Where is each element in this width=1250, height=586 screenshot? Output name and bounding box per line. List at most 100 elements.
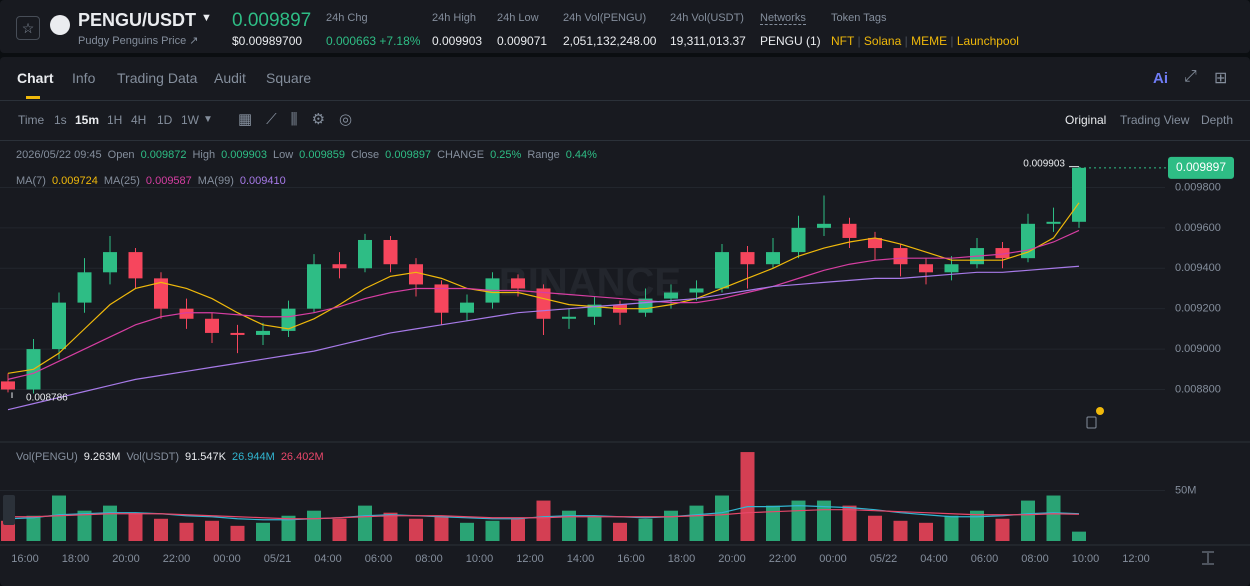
pair-dropdown[interactable]: ▼ [201, 12, 212, 24]
candle-body [893, 248, 908, 265]
token-link[interactable]: Pudgy Penguins Price ↗ [78, 35, 199, 47]
candle-body [1072, 167, 1086, 222]
volume-bar [1021, 500, 1035, 541]
networks-label[interactable]: Networks [760, 12, 806, 25]
legend-value: 0.25% [490, 149, 522, 161]
candle-body [817, 223, 831, 228]
candle-body [307, 264, 321, 309]
volume-bar [638, 518, 653, 541]
tab-underline [26, 96, 40, 99]
tab[interactable]: Square [266, 70, 312, 86]
candle-body [868, 237, 882, 249]
y-tick-label: 0.008800 [1175, 383, 1221, 395]
view-option[interactable]: Original [1065, 113, 1107, 127]
y-tick-label: 0.009400 [1175, 262, 1221, 274]
volume-bar [332, 518, 347, 541]
candle-body [689, 288, 704, 293]
legend-value: 0.009859 [299, 149, 346, 161]
candle-body [715, 252, 729, 289]
ma-label: MA(25) [103, 175, 140, 187]
candle-body [944, 264, 959, 273]
tool-icons[interactable]: ▦⟋⫼⚙◎ [238, 111, 367, 128]
legend-value: 0.009872 [140, 149, 187, 161]
collapse-handle [3, 495, 15, 525]
last-price: 0.009897 [232, 10, 312, 31]
candle-body [332, 264, 347, 269]
layout-icon[interactable]: ⊞ [1214, 70, 1228, 87]
candle-body [995, 248, 1010, 259]
token-logo [50, 15, 70, 35]
token-link-text[interactable]: Pudgy Penguins Price [78, 35, 187, 47]
interval[interactable]: 15m [75, 113, 100, 127]
volume-bar [817, 500, 831, 541]
legend-label: Low [272, 149, 294, 161]
reset-icon [1202, 551, 1214, 565]
tag-separator: | [854, 34, 864, 48]
volume-bar [358, 505, 372, 541]
interval[interactable]: 1s [54, 113, 67, 127]
candle-body [383, 239, 398, 265]
tab[interactable]: Trading Data [117, 70, 198, 86]
volume-bar [230, 525, 245, 541]
max-label: 0.009903 [1023, 158, 1065, 169]
x-tick-label: 16:00 [617, 553, 645, 565]
alert-dot [1096, 407, 1104, 415]
volume-bar [1072, 531, 1086, 541]
legend-value: 0.009897 [385, 149, 432, 161]
view-option[interactable]: Trading View [1120, 113, 1190, 127]
candle-body [77, 272, 92, 303]
volume-bar [536, 500, 551, 541]
x-tick-label: 12:00 [1122, 553, 1150, 565]
watermark: BINANCE [499, 261, 681, 305]
tag[interactable]: MEME [911, 34, 948, 48]
ma-line [7, 265, 1080, 411]
volume-bar [893, 520, 908, 541]
tab[interactable]: Audit [214, 70, 246, 86]
volume-bar [128, 512, 143, 541]
view-option[interactable]: Depth [1201, 113, 1234, 127]
ai-button[interactable]: Ai [1153, 70, 1168, 87]
interval[interactable]: 1W [181, 113, 199, 127]
volume-bar [587, 515, 602, 541]
tab[interactable]: Chart [17, 70, 54, 86]
candle-body [460, 302, 474, 313]
candle-body [511, 278, 525, 289]
volume-bar [383, 512, 398, 541]
volume-bar [409, 518, 423, 541]
x-tick-label: 10:00 [1072, 553, 1100, 565]
volume-bar [689, 505, 704, 541]
tag[interactable]: NFT [831, 34, 855, 48]
interval[interactable]: 4H [131, 113, 147, 127]
expand-icon[interactable]: ⤢ [1184, 68, 1197, 85]
stat-value: 2,051,132,248.00 [563, 34, 657, 48]
price-tag [1168, 156, 1234, 179]
tag[interactable]: Solana [863, 34, 902, 48]
volume-bar [26, 515, 41, 541]
vol-ma-line [8, 509, 1080, 520]
x-tick-label: 00:00 [819, 553, 847, 565]
pair-name[interactable]: PENGU/USDT [78, 10, 197, 30]
ma-value: 0.009587 [145, 175, 192, 187]
interval-dropdown[interactable]: ▼ [203, 114, 213, 125]
candle-body [664, 292, 678, 299]
interval[interactable]: 1D [157, 113, 173, 127]
legend-label: Range [527, 149, 560, 161]
tag[interactable]: Launchpool [956, 34, 1019, 48]
favorite-star[interactable]: ☆ [16, 16, 40, 40]
legend-value: 0.009903 [221, 149, 267, 161]
candle-body [1, 381, 15, 390]
stat-value: 19,311,013.37 [670, 34, 746, 48]
candle-body [740, 252, 755, 265]
candle-body [205, 318, 219, 333]
stat-label: 24h Vol(PENGU) [563, 12, 647, 24]
volume-bar [715, 495, 729, 541]
vol-ma-value: 26.944M [232, 451, 275, 463]
volume-bar [460, 522, 474, 541]
candle-body [587, 304, 602, 317]
volume-bar [970, 510, 984, 541]
stat-value: 0.009903 [432, 34, 483, 48]
interval[interactable]: 1H [107, 113, 123, 127]
tab[interactable]: Info [72, 70, 96, 86]
volume-bar [944, 515, 959, 541]
tags: NFT | Solana | MEME | Launchpool [831, 34, 1019, 48]
